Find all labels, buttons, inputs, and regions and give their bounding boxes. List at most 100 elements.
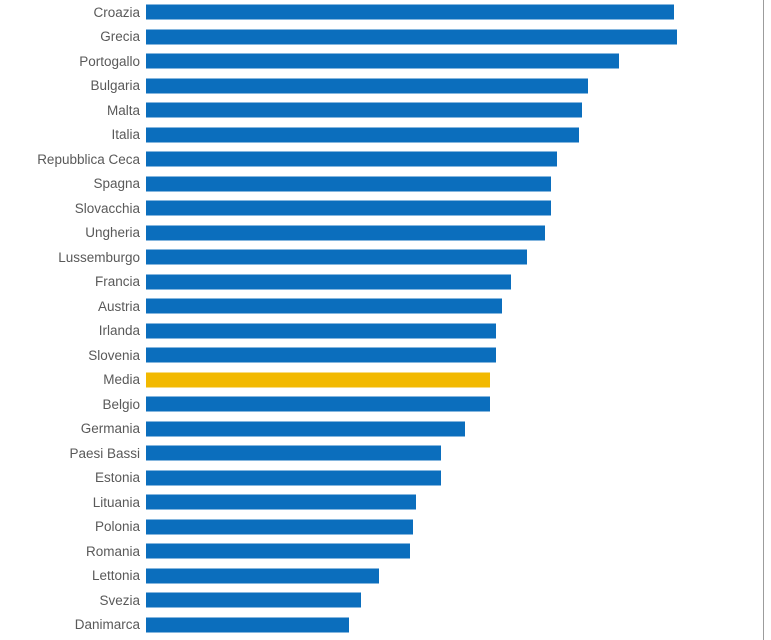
category-label: Italia	[0, 127, 146, 142]
category-label: Repubblica Ceca	[0, 152, 146, 167]
category-label: Svezia	[0, 593, 146, 608]
category-label: Grecia	[0, 29, 146, 44]
bar	[146, 250, 527, 265]
category-label: Malta	[0, 103, 146, 118]
category-label: Austria	[0, 299, 146, 314]
bar-track	[146, 294, 760, 319]
bar	[146, 176, 551, 191]
chart-row: Estonia	[0, 466, 771, 491]
bar-track	[146, 564, 760, 589]
category-label: Romania	[0, 544, 146, 559]
chart-row: Belgio	[0, 392, 771, 417]
bar-track	[146, 588, 760, 613]
category-label: Lussemburgo	[0, 250, 146, 265]
bar	[146, 593, 361, 608]
category-label: Slovenia	[0, 348, 146, 363]
category-label: Croazia	[0, 5, 146, 20]
chart-row: Media	[0, 368, 771, 393]
bar	[146, 78, 588, 93]
category-label: Estonia	[0, 470, 146, 485]
bar-track	[146, 613, 760, 638]
bar-track	[146, 515, 760, 540]
bar-track	[146, 368, 760, 393]
chart-row: Portogallo	[0, 49, 771, 74]
bar	[146, 323, 496, 338]
bar	[146, 152, 557, 167]
chart-row: Grecia	[0, 25, 771, 50]
bar-track	[146, 441, 760, 466]
bar-track	[146, 196, 760, 221]
chart-row: Repubblica Ceca	[0, 147, 771, 172]
category-label: Bulgaria	[0, 78, 146, 93]
bar-track	[146, 74, 760, 99]
bar	[146, 568, 379, 583]
bar-track	[146, 343, 760, 368]
horizontal-bar-chart: Croazia Grecia Portogallo Bulgaria Malta Ital…	[0, 0, 771, 640]
bar	[146, 495, 416, 510]
bar-track	[146, 466, 760, 491]
bar-track	[146, 221, 760, 246]
chart-row: Paesi Bassi	[0, 441, 771, 466]
bar	[146, 225, 545, 240]
chart-row: Germania	[0, 417, 771, 442]
bar	[146, 299, 502, 314]
chart-row: Svezia	[0, 588, 771, 613]
bar	[146, 201, 551, 216]
bar-track	[146, 0, 760, 25]
bar	[146, 29, 677, 44]
bar-track	[146, 123, 760, 148]
chart-row: Lussemburgo	[0, 245, 771, 270]
bar	[146, 446, 441, 461]
category-label: Belgio	[0, 397, 146, 412]
bar-track	[146, 392, 760, 417]
category-label: Danimarca	[0, 617, 146, 632]
category-label: Ungheria	[0, 225, 146, 240]
bar-highlight	[146, 372, 490, 387]
category-label: Francia	[0, 274, 146, 289]
bar	[146, 519, 413, 534]
category-label: Germania	[0, 421, 146, 436]
bar	[146, 348, 496, 363]
chart-row: Danimarca	[0, 613, 771, 638]
bar-track	[146, 49, 760, 74]
category-label: Portogallo	[0, 54, 146, 69]
bar	[146, 103, 582, 118]
category-label: Lituania	[0, 495, 146, 510]
chart-row: Spagna	[0, 172, 771, 197]
chart-row: Austria	[0, 294, 771, 319]
chart-row: Italia	[0, 123, 771, 148]
chart-row: Irlanda	[0, 319, 771, 344]
chart-row: Francia	[0, 270, 771, 295]
chart-row: Croazia	[0, 0, 771, 25]
bar	[146, 5, 674, 20]
chart-row: Bulgaria	[0, 74, 771, 99]
bar-track	[146, 147, 760, 172]
bar	[146, 421, 465, 436]
bar-track	[146, 98, 760, 123]
bar-track	[146, 417, 760, 442]
bar	[146, 470, 441, 485]
category-label: Paesi Bassi	[0, 446, 146, 461]
bar-track	[146, 172, 760, 197]
category-label: Spagna	[0, 176, 146, 191]
bar-track	[146, 25, 760, 50]
bar-track	[146, 319, 760, 344]
chart-row: Ungheria	[0, 221, 771, 246]
bar	[146, 127, 579, 142]
chart-row: Polonia	[0, 515, 771, 540]
chart-row: Slovacchia	[0, 196, 771, 221]
bar-track	[146, 539, 760, 564]
bar-track	[146, 270, 760, 295]
bar-track	[146, 245, 760, 270]
category-label: Irlanda	[0, 323, 146, 338]
chart-row: Slovenia	[0, 343, 771, 368]
bar	[146, 617, 349, 632]
chart-row: Lettonia	[0, 564, 771, 589]
category-label: Media	[0, 372, 146, 387]
category-label: Slovacchia	[0, 201, 146, 216]
bar	[146, 274, 511, 289]
chart-row: Romania	[0, 539, 771, 564]
chart-row: Malta	[0, 98, 771, 123]
category-label: Lettonia	[0, 568, 146, 583]
bar	[146, 544, 410, 559]
